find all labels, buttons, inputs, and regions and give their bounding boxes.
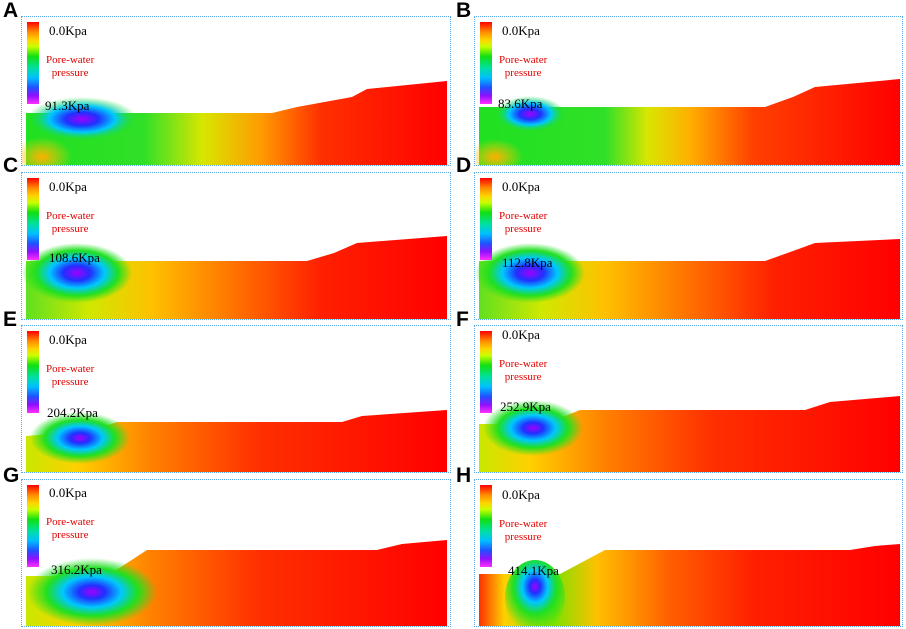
panel-c: 0.0Kpa Pore-water pressure 108.6Kpa [21, 172, 451, 320]
pressure-scale-bar [480, 22, 492, 104]
scale-max-label: 0.0Kpa [49, 332, 87, 347]
legend-title-line2: pressure [51, 376, 89, 388]
legend-title: Pore-water pressure [46, 363, 94, 389]
panel-d: 0.0Kpa Pore-water pressure 112.8Kpa [474, 172, 903, 320]
scale-min-label: 252.9Kpa [500, 399, 551, 414]
legend-title-line2: pressure [504, 371, 542, 383]
scale-max-label: 0.0Kpa [502, 23, 540, 38]
legend-title-line2: pressure [51, 223, 89, 235]
panel-h: 0.0Kpa Pore-water pressure 414.1Kpa [474, 479, 903, 627]
legend-title-line1: Pore-water [499, 518, 548, 530]
scale-min-label: 204.2Kpa [47, 405, 98, 420]
panel-e: 0.0Kpa Pore-water pressure 204.2Kpa [21, 325, 451, 473]
legend-title-line1: Pore-water [499, 358, 548, 370]
scale-min-label: 414.1Kpa [508, 563, 559, 578]
panel-letter-h: H [456, 464, 472, 487]
panel-letter-b: B [456, 0, 472, 22]
legend-title: Pore-water pressure [46, 54, 94, 80]
legend-title: Pore-water pressure [499, 210, 547, 236]
panel-letter-e: E [3, 308, 18, 331]
legend-title: Pore-water pressure [499, 518, 547, 544]
legend-title: Pore-water pressure [499, 358, 547, 384]
legend-title: Pore-water pressure [46, 210, 94, 236]
pressure-scale-bar [480, 331, 492, 413]
slope-contour-plot [26, 540, 447, 626]
scale-min-label: 108.6Kpa [49, 250, 100, 265]
scale-max-label: 0.0Kpa [502, 487, 540, 502]
legend-title-line2: pressure [504, 531, 542, 543]
pressure-scale-bar [27, 485, 39, 567]
legend-title: Pore-water pressure [499, 54, 547, 80]
scale-min-label: 91.3Kpa [45, 98, 90, 113]
scale-max-label: 0.0Kpa [49, 179, 87, 194]
legend-title-line2: pressure [51, 529, 89, 541]
slope-contour-plot [22, 236, 447, 319]
pressure-scale-bar [27, 178, 39, 260]
scale-max-label: 0.0Kpa [49, 485, 87, 500]
legend-title: Pore-water pressure [46, 516, 94, 542]
panel-letter-d: D [456, 154, 472, 177]
panel-g: 0.0Kpa Pore-water pressure 316.2Kpa [21, 479, 451, 627]
scale-max-label: 0.0Kpa [502, 327, 540, 342]
pressure-scale-bar [480, 485, 492, 567]
legend-title-line2: pressure [51, 67, 89, 79]
pressure-scale-bar [480, 178, 492, 260]
panel-letter-a: A [3, 0, 19, 22]
legend-title-line2: pressure [504, 67, 542, 79]
legend-title-line1: Pore-water [46, 363, 95, 375]
pressure-scale-bar [27, 22, 39, 104]
scale-max-label: 0.0Kpa [49, 23, 87, 38]
scale-min-label: 112.8Kpa [502, 255, 553, 270]
panel-f: 0.0Kpa Pore-water pressure 252.9Kpa [474, 325, 903, 473]
legend-title-line1: Pore-water [499, 210, 548, 222]
slope-contour-plot [475, 239, 900, 319]
panel-b: 0.0Kpa Pore-water pressure 83.6Kpa [474, 16, 903, 166]
slope-contour-plot [475, 79, 900, 165]
panel-letter-f: F [456, 308, 469, 331]
scale-max-label: 0.0Kpa [502, 179, 540, 194]
panel-letter-c: C [3, 154, 19, 177]
legend-title-line1: Pore-water [46, 210, 95, 222]
pressure-scale-bar [27, 331, 39, 413]
slope-contour-plot [22, 81, 447, 165]
slope-contour-plot [479, 396, 900, 472]
scale-min-label: 83.6Kpa [498, 96, 543, 111]
slope-contour-plot [479, 544, 900, 626]
scale-min-label: 316.2Kpa [51, 562, 102, 577]
legend-title-line1: Pore-water [46, 516, 95, 528]
panel-letter-g: G [3, 464, 20, 487]
legend-title-line1: Pore-water [46, 54, 95, 66]
legend-title-line2: pressure [504, 223, 542, 235]
legend-title-line1: Pore-water [499, 54, 548, 66]
panel-a: 0.0Kpa Pore-water pressure 91.3Kpa [21, 16, 451, 166]
slope-contour-plot [26, 410, 447, 472]
